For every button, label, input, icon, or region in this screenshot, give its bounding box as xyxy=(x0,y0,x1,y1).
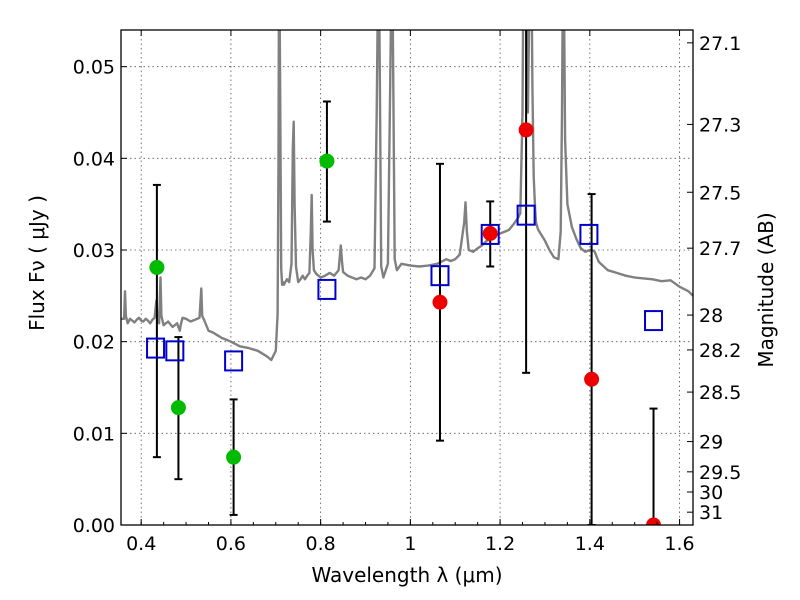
data-point-near-IR-photometry xyxy=(584,371,600,387)
y-tick-label: 0.03 xyxy=(73,240,115,262)
data-point-near-IR-photometry xyxy=(482,226,498,241)
x-tick-label: 1.6 xyxy=(664,533,694,555)
x-tick-label: 0.4 xyxy=(126,533,156,555)
y2-tick-label: 27.7 xyxy=(699,238,741,260)
y2-tick-label: 31 xyxy=(699,502,723,524)
y-tick-label: 0.01 xyxy=(73,423,115,445)
model-point xyxy=(644,310,664,332)
y2-tick-label: 28.5 xyxy=(699,382,741,404)
y2-tick-label: 27.5 xyxy=(699,182,741,204)
data-point-near-IR-photometry xyxy=(518,122,534,138)
grid xyxy=(121,30,693,526)
plot-area xyxy=(121,30,693,525)
y2-tick-label: 27.1 xyxy=(699,33,741,55)
data-point-optical-photometry xyxy=(319,153,335,169)
y-axis-label: Flux Fν ( μJy ) xyxy=(25,195,49,331)
plot-frame xyxy=(120,29,694,526)
data-point-optical-photometry xyxy=(170,400,186,416)
x-tick-label: 0.6 xyxy=(216,533,246,555)
y-tick-label: 0.00 xyxy=(73,515,115,537)
model-point xyxy=(317,278,337,300)
model-point xyxy=(224,350,244,372)
data-point-near-IR-photometry xyxy=(432,294,448,310)
y2-tick-label: 29 xyxy=(699,432,723,454)
y2-tick-label: 29.5 xyxy=(699,462,741,484)
y2-tick-label: 30 xyxy=(699,482,723,504)
y2-tick-label: 28 xyxy=(699,305,723,327)
model-point xyxy=(579,223,599,245)
y-tick-label: 0.02 xyxy=(73,332,115,354)
data-point-optical-photometry xyxy=(149,259,165,275)
model-point xyxy=(480,223,500,245)
y2-axis-label: Magnitude (AB) xyxy=(754,212,778,367)
data-point-optical-photometry xyxy=(226,449,242,465)
y2-tick-label: 27.3 xyxy=(699,114,741,136)
model-point xyxy=(146,337,166,359)
x-tick-label: 1 xyxy=(404,533,416,555)
model-point xyxy=(516,204,536,226)
x-tick-label: 1.2 xyxy=(485,533,515,555)
x-axis-label: Wavelength λ (μm) xyxy=(311,563,502,587)
y-tick-label: 0.05 xyxy=(73,57,115,79)
model-point xyxy=(430,265,450,287)
spectrum-line xyxy=(121,30,693,362)
y2-tick-label: 28.2 xyxy=(699,340,741,362)
axis-ticks: 0.4 0.6 0.8 1 1.2 1.4 1.6 0.00 0.01 0.02 0.03 0.04 0… xyxy=(73,30,741,555)
model-point xyxy=(165,340,185,362)
y-tick-label: 0.04 xyxy=(73,148,115,170)
x-tick-label: 0.8 xyxy=(306,533,336,555)
x-tick-label: 1.4 xyxy=(575,533,605,555)
